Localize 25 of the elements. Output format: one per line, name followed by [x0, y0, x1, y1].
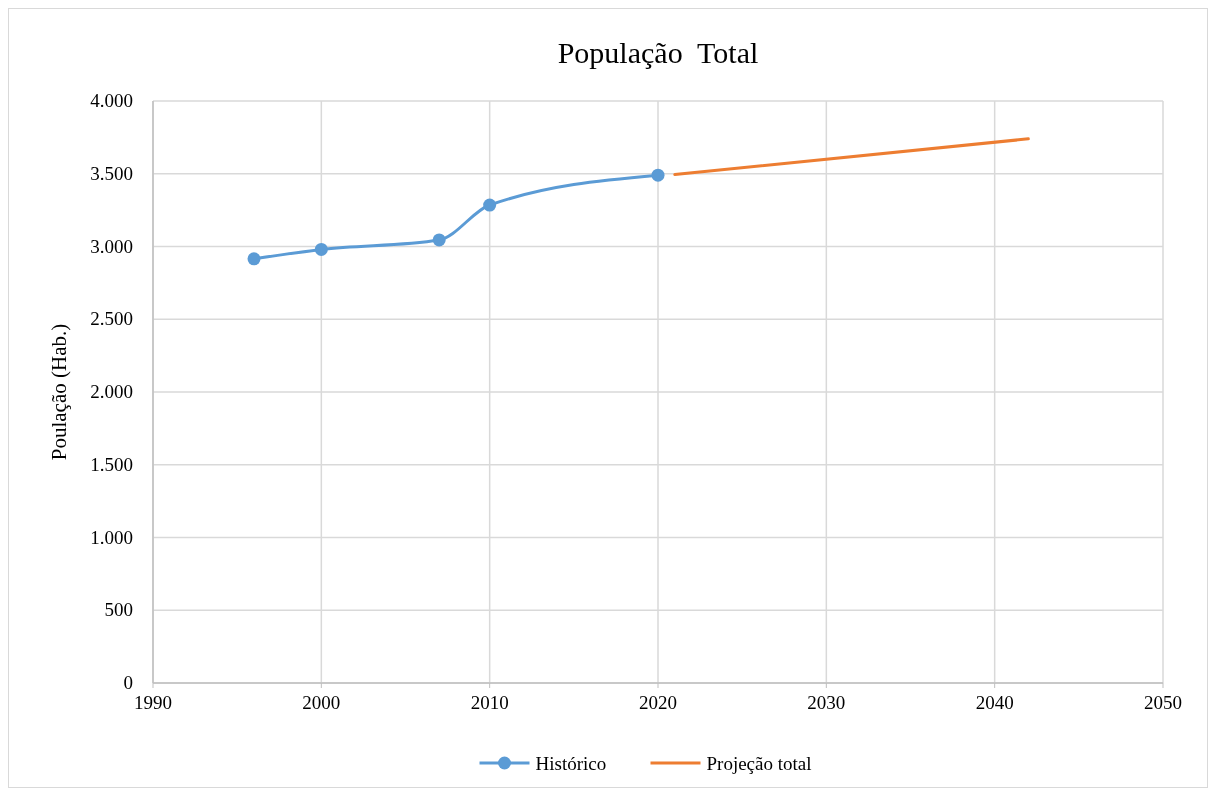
y-tick-label: 3.000	[90, 235, 133, 257]
y-tick-label: 4.000	[90, 90, 133, 111]
point	[432, 233, 446, 247]
y-tick-label: 3.500	[90, 162, 133, 184]
chart-title: População Total	[557, 36, 759, 69]
y-tick-label: 1.000	[90, 526, 133, 548]
x-tick-label: 2040	[975, 692, 1014, 713]
point	[247, 252, 261, 266]
legend-label: Projeção total	[706, 753, 812, 774]
x-tick-label: 2020	[639, 692, 677, 713]
y-tick-label: 1.500	[90, 453, 133, 475]
y-tick-label: 0	[123, 672, 133, 693]
x-tick-label: 2030	[807, 692, 846, 713]
y-tick-label: 2.000	[90, 381, 133, 402]
point	[314, 242, 328, 256]
x-tick-label: 1990	[134, 692, 172, 713]
x-tick-label: 2000	[302, 692, 341, 713]
x-tick-label: 2050	[1144, 692, 1182, 713]
y-tick-label: 500	[104, 599, 133, 621]
y-axis-title: Poulação (Hab.)	[47, 323, 71, 461]
legend-label: Histórico	[535, 753, 607, 774]
point	[483, 198, 497, 212]
point	[651, 168, 665, 182]
x-tick-label: 2010	[470, 692, 509, 713]
y-tick-label: 2.500	[90, 308, 133, 330]
